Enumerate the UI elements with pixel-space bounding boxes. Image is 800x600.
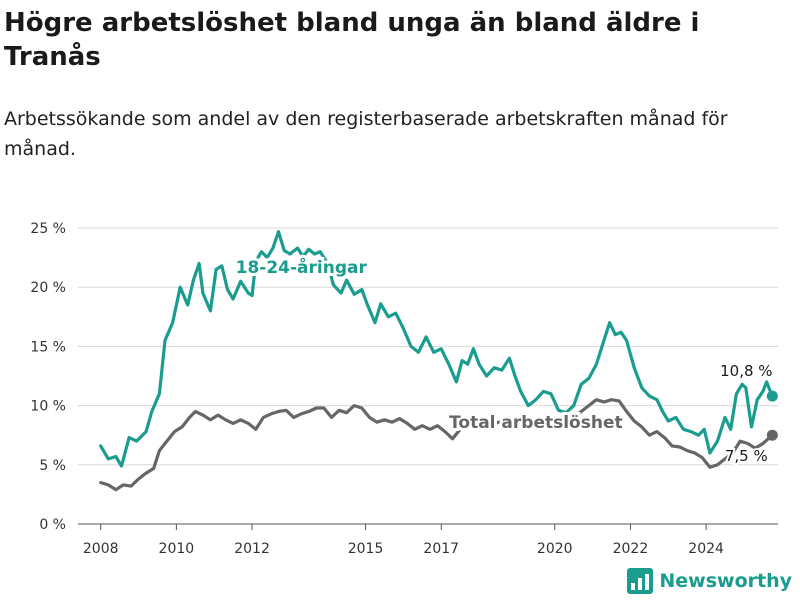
series-end-label: 10,8 % — [720, 362, 772, 380]
x-tick-label: 2017 — [423, 541, 459, 557]
series-end-label: 7,5 % — [725, 447, 768, 465]
series-lines — [99, 230, 774, 492]
y-tick-label: 10 % — [30, 399, 66, 415]
newsworthy-logo-icon — [627, 568, 654, 594]
x-tick-label: 2010 — [159, 541, 195, 557]
page-subtitle: Arbetssökande som andel av den registerb… — [4, 108, 728, 160]
y-tick-label: 25 % — [30, 221, 66, 237]
series-line — [99, 398, 774, 492]
x-tick-label: 2022 — [613, 541, 649, 557]
newsworthy-brand: Newsworthy — [627, 568, 792, 594]
series-label: 18-24-åringar — [236, 256, 368, 278]
x-tick-label: 2008 — [83, 541, 119, 557]
annotations: 10,8 % 7,5 % 18-24-åringar Total arbetslösh… — [233, 253, 778, 467]
series-end-point — [766, 429, 778, 441]
x-tick-label: 2024 — [688, 541, 724, 557]
y-tick-label: 15 % — [30, 339, 66, 355]
y-tick-label: 20 % — [30, 280, 66, 296]
grid-lines — [78, 227, 778, 525]
series-line — [99, 230, 774, 468]
y-axis: 0 % 5 % 10 % 15 % 20 % 25 % — [30, 221, 66, 533]
y-tick-label: 0 % — [39, 517, 66, 533]
y-tick-label: 5 % — [39, 458, 66, 474]
x-axis: 2008 2010 2012 2015 2017 2020 2022 2024 — [83, 524, 724, 557]
x-tick-label: 2020 — [537, 541, 573, 557]
page-title: Högre arbetslöshet bland unga än bland ä… — [4, 8, 700, 72]
brand-name: Newsworthy — [659, 570, 792, 592]
x-tick-label: 2015 — [348, 541, 384, 557]
series-label: Total arbetslöshet — [449, 413, 623, 433]
series-end-point — [766, 390, 778, 402]
x-tick-label: 2012 — [234, 541, 270, 557]
